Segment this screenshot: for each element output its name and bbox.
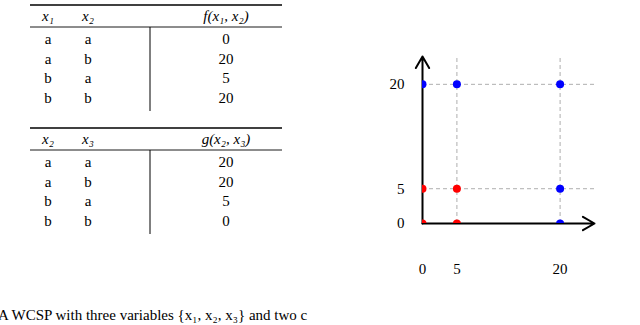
svg-text:a: a [85, 154, 92, 170]
svg-text:a: a [85, 70, 92, 86]
svg-text:x₂: x₂ [81, 8, 94, 24]
svg-text:20: 20 [219, 51, 234, 67]
svg-text:20: 20 [219, 174, 234, 190]
svg-text:a: a [45, 31, 52, 47]
svg-text:5: 5 [222, 70, 230, 86]
svg-text:a: a [85, 31, 92, 47]
svg-text:5: 5 [453, 261, 461, 277]
svg-text:0: 0 [222, 31, 230, 47]
svg-text:a: a [45, 154, 52, 170]
svg-text:0: 0 [419, 261, 427, 277]
svg-text:b: b [44, 213, 52, 229]
svg-text:b: b [84, 51, 92, 67]
svg-text:0: 0 [222, 213, 230, 229]
svg-text:a: a [85, 193, 92, 209]
svg-text:5: 5 [222, 193, 230, 209]
svg-text:b: b [44, 193, 52, 209]
svg-text:0: 0 [397, 215, 405, 231]
svg-text:b: b [84, 90, 92, 106]
svg-text:a: a [45, 51, 52, 67]
svg-text:b: b [44, 90, 52, 106]
svg-text:20: 20 [219, 90, 234, 106]
svg-text:20: 20 [390, 76, 405, 92]
svg-text:20: 20 [219, 154, 234, 170]
svg-text:f(x₁, x₂): f(x₁, x₂) [203, 8, 248, 25]
svg-text:5: 5 [397, 181, 405, 197]
svg-text:x₂: x₂ [41, 131, 54, 147]
svg-text:x₁: x₁ [41, 8, 54, 24]
svg-text:A WCSP with three variables {x: A WCSP with three variables {x₁, x₂, x₃}… [0, 307, 308, 323]
svg-text:a: a [45, 174, 52, 190]
svg-text:b: b [84, 213, 92, 229]
svg-text:20: 20 [553, 261, 568, 277]
svg-text:b: b [44, 70, 52, 86]
svg-text:b: b [84, 174, 92, 190]
svg-text:x₃: x₃ [81, 131, 94, 147]
svg-text:g(x₂, x₃): g(x₂, x₃) [202, 131, 251, 148]
